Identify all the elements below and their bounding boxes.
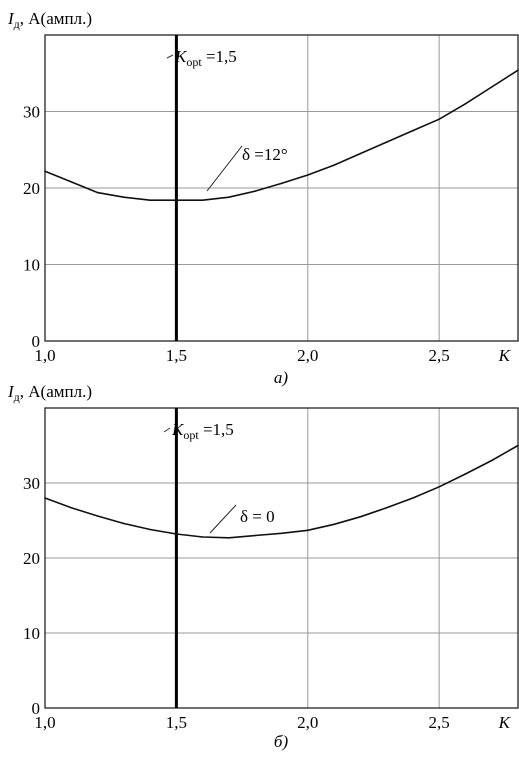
data-point: [149, 199, 151, 202]
data-point: [359, 152, 362, 155]
data-point: [175, 199, 178, 202]
optimum-label-tick: [166, 54, 174, 59]
chart-panel-a: 0 10 20 30 1,0 1,5 2,0 2,5 K Iд, A(ампл.) Kopt =1,…: [7, 9, 519, 387]
data-point: [44, 497, 46, 499]
y-tick-label: 30: [23, 474, 40, 493]
x-tick-label: 2,5: [429, 713, 450, 732]
y-tick-label: 20: [23, 549, 40, 568]
data-point: [490, 459, 493, 462]
data-point: [333, 164, 335, 166]
data-point: [359, 515, 362, 518]
data-point: [438, 485, 440, 488]
data-point: [464, 103, 467, 105]
plot-frame: [44, 34, 519, 342]
annotation-leader: [206, 145, 243, 192]
y-axis-label-subscript: д: [14, 390, 20, 404]
optimum-label: Kopt =1,5: [174, 47, 237, 69]
annotation-label: δ =12°: [242, 145, 288, 164]
x-axis-label: K: [498, 346, 512, 365]
y-axis-label-symbol: I: [7, 382, 15, 401]
data-point: [490, 86, 493, 88]
data-point: [254, 534, 257, 537]
y-tick-label: 20: [23, 179, 40, 198]
annotation-label: δ = 0: [240, 507, 275, 526]
data-point: [280, 182, 283, 185]
plot-frame: [44, 407, 519, 709]
data-point: [517, 69, 519, 71]
y-axis-label: Iд, A(ампл.): [7, 382, 92, 404]
optimum-label: Kopt =1,5: [171, 420, 234, 442]
annotation-leader: [209, 504, 237, 534]
x-tick-label: 2,0: [297, 346, 318, 365]
data-point: [201, 199, 204, 202]
y-tick-label: 10: [23, 624, 40, 643]
optimum-label-tick: [163, 427, 171, 433]
data-point: [412, 129, 414, 132]
y-axis-label: Iд, A(ампл.): [7, 9, 92, 31]
data-point: [70, 506, 73, 509]
series-line: [44, 69, 519, 201]
data-point: [149, 528, 151, 531]
optimum-label-symbol: K: [171, 420, 185, 439]
data-point: [201, 536, 204, 538]
panel-label: a): [274, 368, 289, 387]
data-point: [385, 506, 388, 509]
data-point: [228, 536, 230, 539]
series-line: [44, 444, 519, 539]
x-tick-label: 1,5: [166, 346, 187, 365]
y-tick-label: 0: [32, 332, 41, 351]
data-point: [123, 522, 125, 525]
data-point: [44, 170, 46, 172]
data-point: [412, 497, 414, 499]
data-point: [385, 141, 388, 143]
data-point: [70, 181, 73, 183]
y-axis-label-subscript: д: [14, 17, 20, 31]
optimum-label-subscript: opt: [183, 428, 199, 442]
data-point: [438, 118, 440, 120]
data-point: [306, 174, 309, 176]
x-tick-label: 1,0: [34, 346, 55, 365]
data-point: [306, 529, 309, 532]
y-tick-label: 10: [23, 256, 40, 275]
data-point: [464, 473, 467, 475]
x-tick-label: 1,0: [34, 713, 55, 732]
data-point: [96, 515, 99, 517]
data-point: [96, 191, 99, 194]
optimum-label-value: =1,5: [199, 420, 234, 439]
data-point: [175, 533, 178, 535]
data-point: [280, 532, 283, 535]
chart-panel-b: 0 10 20 30 1,0 1,5 2,0 2,5 K Iд, A(ампл.) Kopt =1,…: [7, 382, 519, 751]
optimum-label-symbol: K: [174, 47, 188, 66]
data-point: [333, 523, 335, 526]
x-tick-label: 2,0: [297, 713, 318, 732]
data-point: [228, 196, 230, 198]
x-tick-label: 2,5: [429, 346, 450, 365]
data-point: [123, 196, 125, 198]
data-point: [254, 190, 257, 192]
x-axis-label: K: [498, 713, 512, 732]
y-axis-label-unit: , A(ампл.): [20, 382, 92, 401]
y-tick-label: 0: [32, 699, 41, 718]
y-axis-label-unit: , A(ампл.): [20, 9, 92, 28]
y-tick-label: 30: [23, 103, 40, 122]
panel-label: б): [274, 732, 289, 751]
optimum-label-subscript: opt: [186, 55, 202, 69]
x-tick-label: 1,5: [166, 713, 187, 732]
data-point: [517, 444, 519, 447]
y-axis-label-symbol: I: [7, 9, 15, 28]
optimum-label-value: =1,5: [202, 47, 237, 66]
